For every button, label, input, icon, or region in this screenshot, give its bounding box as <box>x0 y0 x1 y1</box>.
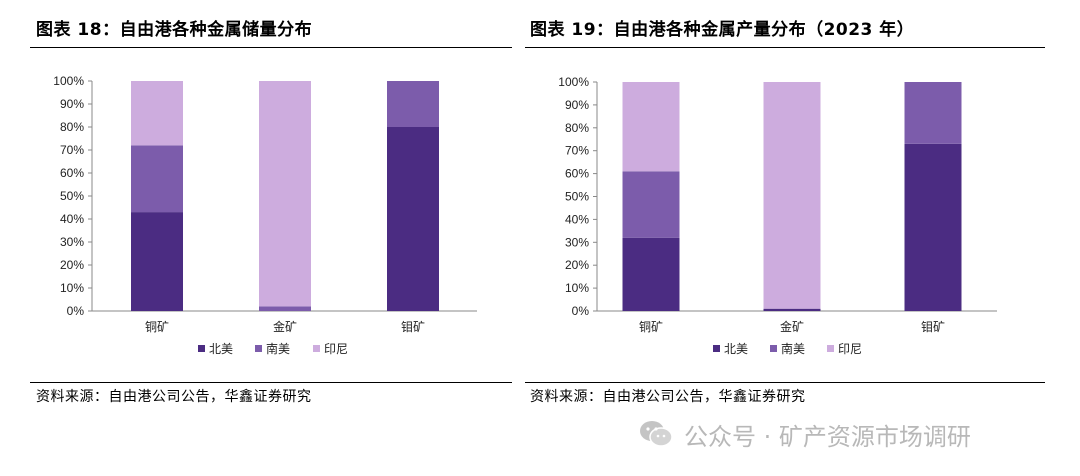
x-category-label: 钼矿 <box>921 320 945 334</box>
source-note-left: 资料来源：自由港公司公告，华鑫证券研究 <box>36 389 312 405</box>
y-tick-label: 20% <box>565 258 589 272</box>
x-category-label: 铜矿 <box>639 319 663 334</box>
y-tick-label: 50% <box>565 190 589 204</box>
y-tick-label: 40% <box>60 212 84 226</box>
y-tick-label: 100% <box>53 74 84 88</box>
legend-swatch <box>255 345 262 352</box>
source-rule-left <box>30 382 512 383</box>
bar-segment <box>622 82 680 172</box>
bar-segment <box>622 171 680 238</box>
legend-swatch <box>198 345 205 352</box>
y-tick-label: 80% <box>565 121 589 135</box>
y-tick-label: 100% <box>558 75 589 89</box>
title-rule-left <box>30 47 512 48</box>
watermark: 公众号 · 矿产资源市场调研 <box>638 416 971 452</box>
chart-title-production: 图表 19：自由港各种金属产量分布（2023 年） <box>530 20 915 40</box>
source-rule-right <box>525 382 1045 383</box>
y-tick-label: 70% <box>60 143 84 157</box>
title-rule-right <box>525 47 1045 48</box>
y-tick-label: 50% <box>60 189 84 203</box>
bar-segment <box>904 82 962 144</box>
legend-swatch <box>827 345 834 352</box>
bar-segment <box>763 82 821 309</box>
y-tick-label: 60% <box>60 166 84 180</box>
wechat-icon <box>640 421 673 447</box>
legend-label: 北美 <box>724 342 748 356</box>
bar-segment <box>131 81 183 146</box>
y-tick-label: 70% <box>565 144 589 158</box>
y-tick-label: 90% <box>565 98 589 112</box>
y-tick-label: 20% <box>60 258 84 272</box>
y-tick-label: 30% <box>565 235 589 249</box>
reserves-chart: 0% 10% 20% 30% 40% 50% 60% 70% 80% 90% 100% 铜矿 金矿 钼矿北… <box>53 74 477 356</box>
legend-label: 南美 <box>781 341 805 356</box>
y-tick-label: 90% <box>60 97 84 111</box>
legend-swatch <box>713 345 720 352</box>
y-tick-label: 10% <box>60 281 84 295</box>
production-chart: 0% 10% 20% 30% 40% 50% 60% 70% 80% 90% 100% 铜矿 金矿 钼矿北… <box>558 75 997 356</box>
y-tick-label: 0% <box>67 304 85 318</box>
legend-label: 印尼 <box>838 342 862 356</box>
legend-swatch <box>770 345 777 352</box>
bar-segment <box>131 145 183 213</box>
y-tick-label: 60% <box>565 167 589 181</box>
legend-label: 北美 <box>209 342 233 356</box>
bar-segment <box>131 212 183 311</box>
chart-title-reserves: 图表 18：自由港各种金属储量分布 <box>36 20 313 40</box>
legend-swatch <box>313 345 320 352</box>
bar-segment <box>259 81 311 307</box>
y-tick-label: 80% <box>60 120 84 134</box>
bar-segment <box>904 143 962 311</box>
bar-segment <box>387 127 439 311</box>
legend-label: 南美 <box>266 341 290 356</box>
x-category-label: 金矿 <box>273 319 297 334</box>
y-tick-label: 0% <box>572 304 590 318</box>
x-category-label: 金矿 <box>780 319 804 334</box>
watermark-text: 公众号 · 矿产资源市场调研 <box>684 422 971 451</box>
y-tick-label: 40% <box>565 212 589 226</box>
x-category-label: 铜矿 <box>145 319 169 334</box>
x-category-label: 钼矿 <box>401 320 425 334</box>
y-tick-label: 10% <box>565 281 589 295</box>
bar-segment <box>622 237 680 311</box>
legend-label: 印尼 <box>324 342 348 356</box>
bar-segment <box>763 308 821 311</box>
bar-segment <box>387 81 439 127</box>
source-note-right: 资料来源：自由港公司公告，华鑫证券研究 <box>530 389 806 405</box>
bar-segment <box>259 306 311 311</box>
y-tick-label: 30% <box>60 235 84 249</box>
